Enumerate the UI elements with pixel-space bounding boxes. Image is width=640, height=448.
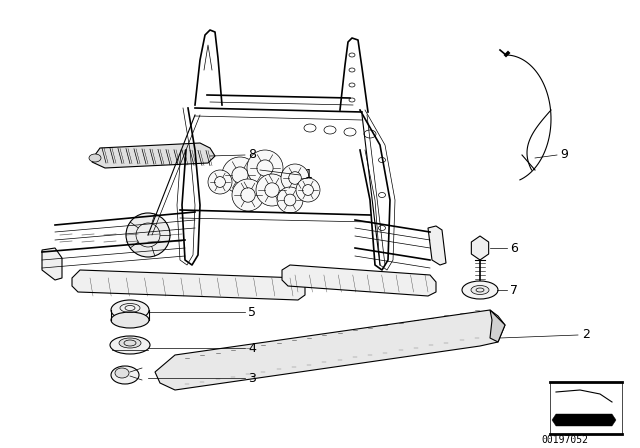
Ellipse shape bbox=[462, 281, 498, 299]
Polygon shape bbox=[155, 310, 505, 390]
Circle shape bbox=[277, 187, 303, 213]
Circle shape bbox=[256, 174, 288, 206]
Polygon shape bbox=[490, 310, 505, 342]
Ellipse shape bbox=[89, 154, 101, 162]
Polygon shape bbox=[428, 226, 446, 265]
Text: 5: 5 bbox=[248, 306, 256, 319]
Ellipse shape bbox=[115, 368, 129, 378]
Circle shape bbox=[208, 170, 232, 194]
Circle shape bbox=[232, 179, 264, 211]
Text: 2: 2 bbox=[582, 328, 590, 341]
Circle shape bbox=[222, 157, 258, 193]
Circle shape bbox=[296, 178, 320, 202]
Text: 00197052: 00197052 bbox=[541, 435, 589, 445]
Ellipse shape bbox=[111, 300, 149, 320]
Polygon shape bbox=[42, 248, 62, 280]
Polygon shape bbox=[471, 236, 489, 260]
Circle shape bbox=[247, 150, 283, 186]
Ellipse shape bbox=[110, 336, 150, 354]
Circle shape bbox=[281, 164, 309, 192]
Polygon shape bbox=[92, 143, 215, 168]
Circle shape bbox=[126, 213, 170, 257]
Text: 7: 7 bbox=[510, 284, 518, 297]
Polygon shape bbox=[552, 414, 616, 426]
Polygon shape bbox=[72, 270, 305, 300]
Ellipse shape bbox=[471, 285, 489, 294]
Polygon shape bbox=[282, 265, 436, 296]
Text: 4: 4 bbox=[248, 341, 256, 354]
Text: 6: 6 bbox=[510, 241, 518, 254]
Ellipse shape bbox=[111, 366, 139, 384]
Ellipse shape bbox=[111, 312, 149, 328]
Text: 1: 1 bbox=[305, 168, 313, 181]
Text: 3: 3 bbox=[248, 371, 256, 384]
Text: 8: 8 bbox=[248, 148, 256, 161]
Ellipse shape bbox=[119, 338, 141, 348]
Text: 9: 9 bbox=[560, 148, 568, 161]
